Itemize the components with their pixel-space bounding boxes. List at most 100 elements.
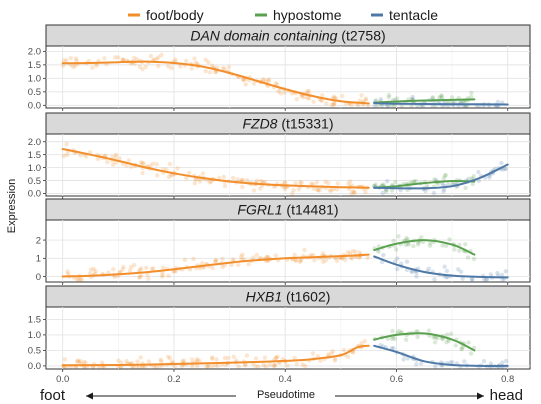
scatter-point xyxy=(495,270,500,276)
scatter-point xyxy=(222,355,228,361)
scatter-point xyxy=(293,181,298,186)
series-line-tentacle xyxy=(373,344,509,367)
scatter-point xyxy=(293,258,298,263)
scatter-point xyxy=(433,340,438,345)
scatter-point xyxy=(357,98,363,103)
scatter-point xyxy=(349,191,354,196)
y-tick-label: 0.0 xyxy=(28,189,41,200)
scatter-point xyxy=(331,94,337,99)
scatter-point xyxy=(161,265,166,270)
scatter-point xyxy=(140,170,145,176)
scatter-point xyxy=(78,153,83,158)
scatter-point xyxy=(134,57,140,62)
scatter-point xyxy=(430,95,435,100)
scatter-point xyxy=(433,335,439,340)
gene-name: FZD8 xyxy=(242,116,277,132)
panels-group: DAN domain containing (t2758) 0.0 0.5 1.0 1.… xyxy=(28,24,531,385)
scatter-point xyxy=(214,357,219,362)
scatter-point xyxy=(414,362,419,367)
scatter-point xyxy=(144,265,149,270)
scatter-point xyxy=(352,190,357,195)
scatter-point xyxy=(181,358,186,363)
scatter-point xyxy=(332,101,337,106)
scatter-point xyxy=(374,98,379,103)
scatter-point xyxy=(373,182,378,187)
scatter-point xyxy=(389,336,395,342)
legend-item-tentacle: tentacle xyxy=(371,7,438,23)
scatter-point xyxy=(469,94,474,100)
scatter-point xyxy=(469,277,475,282)
scatter-point xyxy=(500,360,505,365)
scatter-point xyxy=(81,360,87,365)
scatter-point xyxy=(395,266,400,272)
scatter-point xyxy=(213,258,219,263)
scatter-point xyxy=(326,352,331,357)
scatter-point xyxy=(299,94,304,99)
y-tick-label: 1.5 xyxy=(28,60,41,71)
scatter-point xyxy=(303,363,308,369)
scatter-point xyxy=(111,162,116,167)
scatter-point xyxy=(179,364,184,369)
legend: foot/body hypostome tentacle xyxy=(128,7,438,23)
scatter-point xyxy=(113,55,118,60)
scatter-point xyxy=(210,355,215,360)
series-line-hypostome xyxy=(373,332,476,352)
scatter-point xyxy=(306,88,312,94)
scatter-point xyxy=(159,52,164,58)
scatter-point xyxy=(439,95,444,100)
scatter-point xyxy=(502,166,508,171)
scatter-point xyxy=(411,179,417,184)
y-tick-label: 1.5 xyxy=(28,150,41,161)
plot-area xyxy=(45,219,531,283)
scatter-point xyxy=(386,95,392,100)
scatter-point xyxy=(448,360,453,365)
scatter-point xyxy=(440,337,445,342)
scatter-point xyxy=(208,179,214,184)
scatter-point xyxy=(68,56,74,61)
scatter-point xyxy=(159,359,164,364)
scatter-point xyxy=(327,188,332,193)
scatter-point xyxy=(138,355,143,360)
scatter-point xyxy=(258,178,264,184)
scatter-point xyxy=(146,276,151,281)
scatter-point xyxy=(465,255,471,260)
scatter-point xyxy=(335,181,340,186)
scatter-point xyxy=(381,252,386,258)
legend-label: hypostome xyxy=(273,7,342,23)
scatter-point xyxy=(148,53,153,59)
y-tick-label: 2.0 xyxy=(28,47,41,58)
scatter-point xyxy=(302,95,307,100)
scatter-point xyxy=(340,93,345,99)
scatter-point xyxy=(359,93,364,98)
scatter-point xyxy=(315,187,321,193)
scatter-point xyxy=(312,258,317,263)
scatter-point xyxy=(350,189,356,194)
scatter-point xyxy=(243,362,248,367)
scatter-point xyxy=(459,346,465,351)
scatter-point xyxy=(391,238,396,243)
scatter-point xyxy=(65,271,71,277)
scatter-point xyxy=(159,274,165,279)
scatter-point xyxy=(466,176,471,181)
scatter-point xyxy=(167,356,173,361)
scatter-point xyxy=(166,64,171,69)
y-tick-label: 0.0 xyxy=(28,101,41,112)
series-line-tentacle xyxy=(373,255,509,279)
scatter-point xyxy=(379,103,384,108)
legend-label: tentacle xyxy=(389,7,438,23)
scatter-point xyxy=(117,156,122,161)
scatter-point xyxy=(226,355,231,361)
scatter-point xyxy=(315,354,321,359)
scatter-point xyxy=(463,242,468,247)
scatter-point xyxy=(61,58,67,63)
scatter-point xyxy=(78,277,83,282)
scatter-point xyxy=(499,272,505,278)
scatter-point xyxy=(166,174,172,180)
series-line-foot-body xyxy=(61,344,370,367)
scatter-point xyxy=(64,58,69,63)
scatter-point xyxy=(466,340,471,345)
scatter-point xyxy=(193,60,199,65)
scatter-point xyxy=(404,235,409,241)
scatter-point xyxy=(282,180,287,186)
scatter-point xyxy=(450,360,455,365)
